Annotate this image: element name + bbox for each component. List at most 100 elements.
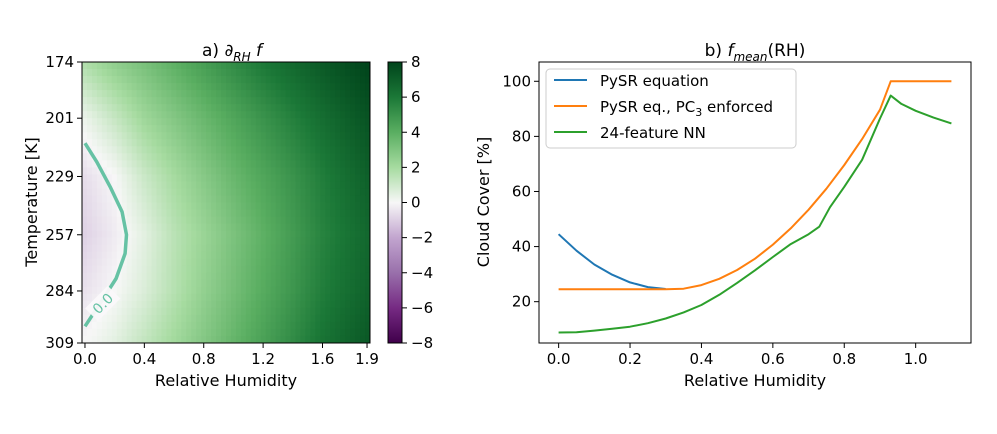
heat-cell	[106, 188, 113, 197]
heat-cell	[191, 160, 197, 168]
heat-cell	[171, 97, 177, 105]
heat-cell	[126, 307, 133, 316]
heat-cell	[270, 125, 277, 133]
heat-cell	[151, 321, 158, 330]
heat-cell	[131, 335, 138, 343]
heat-cell	[131, 321, 138, 330]
heat-cell	[305, 195, 312, 204]
heat-cell	[255, 69, 262, 77]
heat-cell	[345, 97, 351, 105]
heat-cell	[211, 223, 217, 232]
heat-cell	[275, 314, 282, 323]
heat-cell	[206, 209, 212, 218]
heat-cell	[280, 167, 287, 176]
heat-cell	[250, 62, 257, 70]
heat-cell	[345, 167, 351, 176]
heat-cell	[91, 181, 98, 190]
heat-cell	[325, 307, 331, 316]
heat-cell	[101, 216, 108, 225]
heat-cell	[131, 174, 138, 183]
heat-cell	[131, 181, 138, 190]
heat-cell	[126, 153, 133, 161]
heat-cell	[151, 118, 158, 126]
heat-cell	[141, 265, 148, 274]
heat-cell	[226, 328, 232, 337]
heat-cell	[265, 258, 272, 267]
heat-cell	[265, 146, 272, 154]
heat-cell	[156, 146, 163, 154]
heat-cell	[260, 90, 267, 98]
heat-cell	[345, 76, 351, 84]
heat-cell	[226, 244, 232, 253]
heat-cell	[290, 216, 297, 225]
heat-cell	[181, 209, 187, 218]
heat-cell	[91, 209, 98, 218]
heat-cell	[300, 286, 307, 295]
heat-cell	[181, 244, 187, 253]
heat-cell	[126, 286, 133, 295]
heat-cell	[176, 223, 182, 232]
heat-cell	[206, 251, 212, 260]
heat-cell	[146, 244, 153, 253]
heat-cell	[116, 195, 123, 204]
heat-cell	[131, 132, 138, 140]
heat-cell	[111, 328, 118, 337]
heat-cell	[345, 174, 351, 183]
heat-cell	[96, 321, 103, 330]
heat-cell	[221, 230, 227, 239]
heat-cell	[335, 202, 341, 211]
heat-cell	[360, 139, 366, 147]
heat-cell	[141, 118, 148, 126]
heat-cell	[86, 111, 93, 119]
heat-cell	[305, 174, 312, 183]
heat-cell	[151, 139, 158, 147]
heat-cell	[116, 97, 123, 105]
heat-cell	[245, 188, 252, 197]
heat-cell	[325, 132, 331, 140]
heat-cell	[151, 251, 158, 260]
heat-cell	[320, 104, 326, 112]
heat-cell	[161, 251, 168, 260]
heat-cell	[141, 83, 148, 91]
heat-cell	[101, 181, 108, 190]
heat-cell	[176, 76, 182, 84]
heat-cell	[106, 251, 113, 260]
y-tick-label: 60	[512, 182, 531, 200]
heat-cell	[121, 258, 128, 267]
heat-cell	[141, 286, 148, 295]
heat-cell	[141, 132, 148, 140]
heat-cell	[285, 328, 292, 337]
heat-cell	[330, 244, 336, 253]
heat-cell	[131, 265, 138, 274]
heat-cell	[82, 104, 88, 112]
heat-cell	[206, 216, 212, 225]
heat-cell	[111, 335, 118, 343]
heat-cell	[365, 293, 370, 302]
heat-cell	[300, 83, 307, 91]
heat-cell	[121, 202, 128, 211]
heat-cell	[196, 272, 202, 281]
heat-cell	[206, 244, 212, 253]
heat-cell	[126, 62, 133, 70]
heat-cell	[245, 265, 252, 274]
heat-cell	[305, 146, 312, 154]
heat-cell	[191, 244, 197, 253]
heat-cell	[245, 160, 252, 168]
x-tick-label: 0.4	[132, 350, 156, 368]
heat-cell	[340, 300, 346, 309]
heat-cell	[230, 272, 237, 281]
heat-cell	[330, 300, 336, 309]
heat-cell	[315, 244, 321, 253]
heat-cell	[181, 104, 187, 112]
heat-cell	[191, 188, 197, 197]
heat-cell	[111, 69, 118, 77]
heat-cell	[270, 111, 277, 119]
heat-cell	[82, 97, 88, 105]
heat-cell	[230, 223, 237, 232]
heat-cell	[290, 279, 297, 288]
heat-cell	[350, 279, 356, 288]
heat-cell	[151, 265, 158, 274]
heat-cell	[355, 174, 361, 183]
heat-cell	[255, 181, 262, 190]
heat-cell	[320, 272, 326, 281]
